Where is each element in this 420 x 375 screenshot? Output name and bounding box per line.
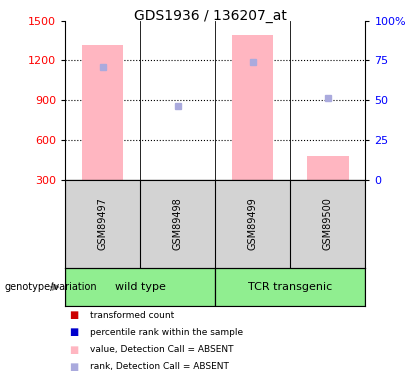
Text: ■: ■ bbox=[69, 310, 79, 320]
Text: rank, Detection Call = ABSENT: rank, Detection Call = ABSENT bbox=[90, 362, 229, 371]
Text: ■: ■ bbox=[69, 327, 79, 337]
Bar bbox=[65, 268, 215, 306]
Text: percentile rank within the sample: percentile rank within the sample bbox=[90, 328, 244, 337]
Text: ■: ■ bbox=[69, 345, 79, 354]
Text: GSM89499: GSM89499 bbox=[248, 198, 258, 250]
Text: value, Detection Call = ABSENT: value, Detection Call = ABSENT bbox=[90, 345, 234, 354]
Text: GSM89498: GSM89498 bbox=[173, 198, 183, 250]
Text: GSM89497: GSM89497 bbox=[97, 198, 108, 250]
Bar bbox=[232, 35, 273, 180]
Text: ■: ■ bbox=[69, 362, 79, 372]
Bar bbox=[82, 45, 123, 180]
Bar bbox=[307, 156, 349, 180]
Text: wild type: wild type bbox=[115, 282, 165, 292]
Text: GSM89500: GSM89500 bbox=[323, 198, 333, 250]
Text: TCR transgenic: TCR transgenic bbox=[248, 282, 333, 292]
Text: transformed count: transformed count bbox=[90, 310, 175, 320]
Bar bbox=[215, 268, 365, 306]
Text: genotype/variation: genotype/variation bbox=[4, 282, 97, 292]
Text: GDS1936 / 136207_at: GDS1936 / 136207_at bbox=[134, 9, 286, 23]
